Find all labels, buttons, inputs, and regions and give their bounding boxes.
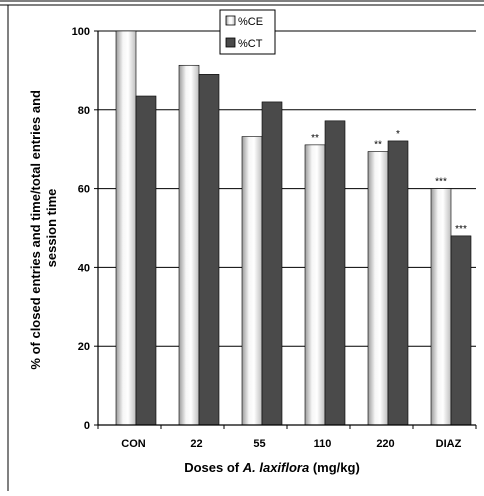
legend-label-ce: %CE — [238, 16, 263, 28]
bars — [115, 30, 472, 426]
significance-mark: *** — [435, 177, 447, 188]
x-tick-label-110: 110 — [314, 438, 332, 450]
bar-ct-con — [135, 95, 157, 426]
x-tick-label-220: 220 — [376, 438, 394, 450]
y-tick-label-60: 60 — [78, 184, 90, 196]
bar-ce-22 — [178, 64, 200, 426]
bar-ce-55 — [241, 136, 263, 426]
legend-swatch-ct — [225, 37, 236, 48]
y-tick-label-80: 80 — [78, 105, 90, 117]
bar-ct-diaz — [450, 235, 472, 426]
x-axis-title: Doses of A. laxiflora (mg/kg) — [184, 460, 360, 475]
significance-mark: ** — [374, 140, 382, 151]
bar-ce-220 — [367, 151, 389, 426]
y-axis-title-line-1: % of closed entries and time/total entri… — [28, 90, 43, 370]
significance-annotations: *********** — [311, 129, 467, 235]
y-tick-label-40: 40 — [78, 262, 90, 274]
bar-ct-22 — [198, 74, 220, 426]
bar-ce-110 — [304, 144, 326, 426]
bar-ct-110 — [324, 120, 346, 426]
x-tick-label-con: CON — [121, 438, 146, 450]
x-tick-label-diaz: DIAZ — [436, 438, 462, 450]
x-axis-title-part-3: (mg/kg) — [313, 460, 360, 475]
x-axis-title-part-1: Doses of — [184, 460, 243, 475]
y-tick-label-0: 0 — [84, 420, 90, 432]
bar-ct-55 — [261, 101, 283, 426]
legend: %CE %CT — [219, 9, 276, 55]
y-axis-title: % of closed entries and time/total entri… — [28, 86, 59, 369]
legend-swatch-ce — [225, 15, 236, 26]
y-tick-label-100: 100 — [72, 26, 90, 38]
significance-mark: ** — [311, 133, 319, 144]
axes — [94, 30, 477, 429]
gridlines — [98, 30, 476, 347]
bar-ct-220 — [387, 140, 409, 426]
bar-ce-con — [115, 30, 137, 426]
legend-label-ct: %CT — [238, 38, 263, 50]
x-axis-title-part-2: A. laxiflora — [242, 460, 309, 475]
significance-mark: * — [396, 129, 400, 140]
x-tick-label-22: 22 — [190, 438, 202, 450]
bar-ce-diaz — [430, 188, 452, 426]
y-axis-title-line-2: session time — [44, 189, 59, 268]
y-tick-label-20: 20 — [78, 341, 90, 353]
tick-labels: 0 20 40 60 80 100 CON 22 55 110 220 DIAZ — [72, 26, 462, 450]
significance-mark: *** — [455, 224, 467, 235]
x-tick-label-55: 55 — [253, 438, 265, 450]
